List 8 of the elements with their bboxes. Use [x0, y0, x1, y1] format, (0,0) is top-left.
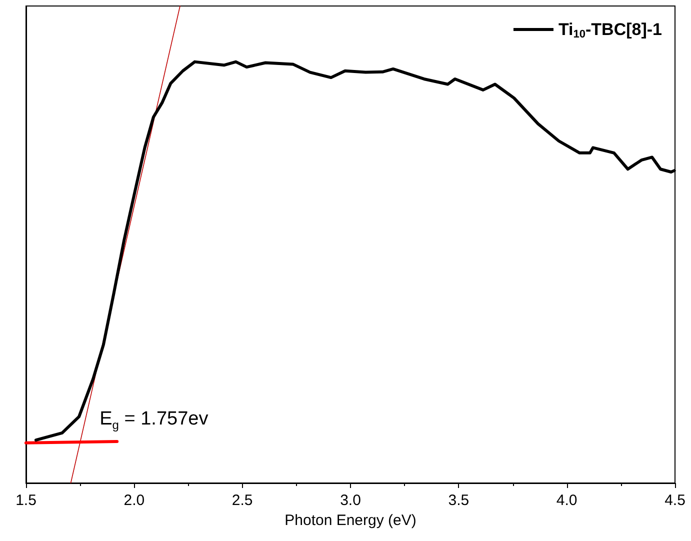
x-tick-label: 3.0	[340, 492, 361, 509]
x-tick-label: 4.0	[556, 492, 578, 509]
x-axis-title: Photon Energy (eV)	[284, 512, 416, 529]
x-tick-label: 1.5	[16, 492, 36, 509]
x-tick-label: 4.5	[664, 492, 686, 509]
x-tick-label: 2.5	[232, 492, 253, 509]
x-tick-label: 2.0	[124, 492, 145, 509]
x-tick-label: 3.5	[448, 492, 470, 509]
